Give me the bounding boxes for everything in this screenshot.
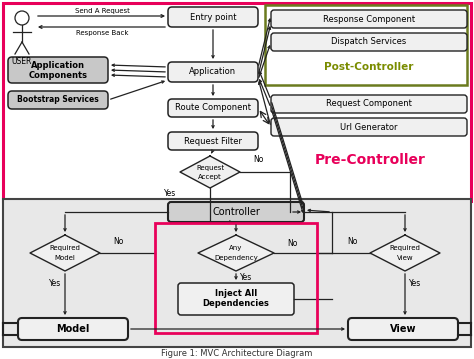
Text: View: View bbox=[397, 255, 413, 261]
FancyBboxPatch shape bbox=[8, 91, 108, 109]
Text: Components: Components bbox=[28, 70, 88, 79]
Text: Required: Required bbox=[390, 245, 420, 251]
Text: Yes: Yes bbox=[240, 274, 252, 283]
Text: Application: Application bbox=[190, 67, 237, 76]
Text: Inject All: Inject All bbox=[215, 289, 257, 298]
Text: Pre-Controller: Pre-Controller bbox=[315, 153, 426, 167]
Polygon shape bbox=[198, 235, 274, 271]
FancyBboxPatch shape bbox=[168, 7, 258, 27]
Text: Model: Model bbox=[55, 255, 75, 261]
Bar bbox=[155, 223, 317, 333]
FancyBboxPatch shape bbox=[8, 57, 108, 83]
Text: Figure 1: MVC Architecture Diagram: Figure 1: MVC Architecture Diagram bbox=[161, 349, 313, 358]
Polygon shape bbox=[30, 235, 100, 271]
Polygon shape bbox=[370, 235, 440, 271]
Text: Request: Request bbox=[196, 165, 224, 171]
Text: Url Generator: Url Generator bbox=[340, 122, 398, 131]
Text: Accept: Accept bbox=[198, 174, 222, 180]
Text: Yes: Yes bbox=[164, 188, 176, 197]
FancyBboxPatch shape bbox=[271, 33, 467, 51]
FancyBboxPatch shape bbox=[271, 10, 467, 28]
Bar bbox=[265, 5, 467, 85]
Text: Bootstrap Services: Bootstrap Services bbox=[17, 95, 99, 104]
Text: Request Component: Request Component bbox=[326, 99, 412, 108]
FancyBboxPatch shape bbox=[168, 202, 304, 222]
Text: Yes: Yes bbox=[49, 279, 61, 288]
FancyBboxPatch shape bbox=[271, 118, 467, 136]
Text: Request Filter: Request Filter bbox=[184, 136, 242, 145]
Text: No: No bbox=[113, 237, 123, 246]
Text: Dependencies: Dependencies bbox=[202, 299, 269, 308]
Text: Send A Request: Send A Request bbox=[74, 8, 129, 14]
Text: No: No bbox=[253, 155, 263, 164]
Text: Response Back: Response Back bbox=[76, 30, 128, 36]
Text: Response Component: Response Component bbox=[323, 14, 415, 23]
Polygon shape bbox=[180, 156, 240, 188]
Text: Required: Required bbox=[50, 245, 81, 251]
Text: Entry point: Entry point bbox=[190, 13, 236, 22]
Text: Any: Any bbox=[229, 245, 243, 251]
Bar bbox=[3, 199, 471, 347]
Text: Controller: Controller bbox=[212, 207, 260, 217]
Circle shape bbox=[15, 11, 29, 25]
Text: Post-Controller: Post-Controller bbox=[324, 62, 414, 72]
Text: Route Component: Route Component bbox=[175, 103, 251, 112]
Text: Dependency: Dependency bbox=[214, 255, 258, 261]
FancyBboxPatch shape bbox=[168, 132, 258, 150]
Text: Model: Model bbox=[56, 324, 90, 334]
FancyBboxPatch shape bbox=[168, 99, 258, 117]
Text: Yes: Yes bbox=[409, 279, 421, 288]
Text: Dispatch Services: Dispatch Services bbox=[331, 37, 407, 47]
FancyBboxPatch shape bbox=[178, 283, 294, 315]
Text: No: No bbox=[347, 237, 357, 246]
FancyBboxPatch shape bbox=[168, 62, 258, 82]
Text: Application: Application bbox=[31, 61, 85, 70]
FancyBboxPatch shape bbox=[18, 318, 128, 340]
Text: No: No bbox=[287, 238, 297, 247]
Text: View: View bbox=[390, 324, 416, 334]
Bar bbox=[3, 3, 471, 201]
FancyBboxPatch shape bbox=[348, 318, 458, 340]
FancyBboxPatch shape bbox=[271, 95, 467, 113]
Text: USER: USER bbox=[12, 56, 32, 65]
